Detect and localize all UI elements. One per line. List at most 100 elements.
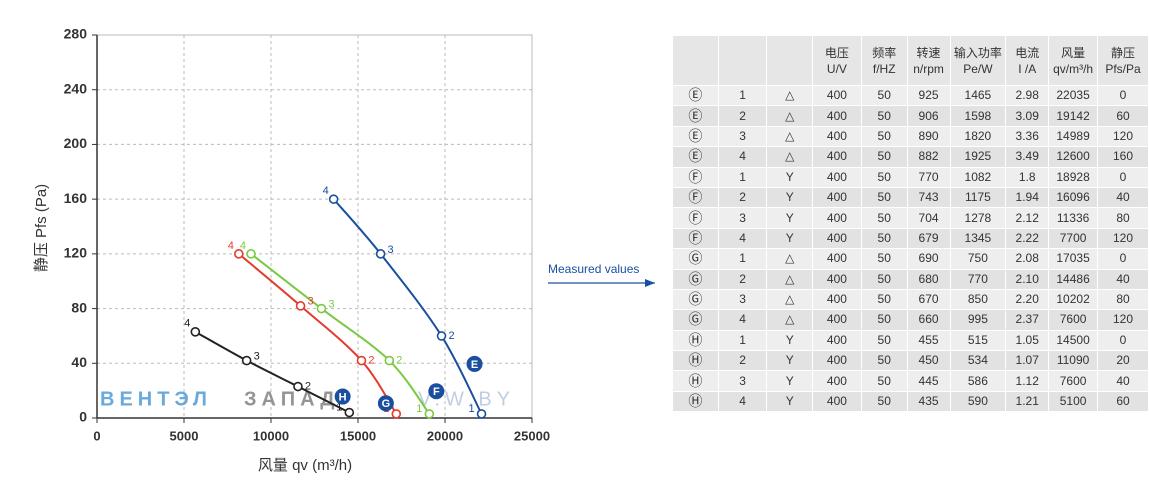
- table-cell: 50: [860, 370, 908, 392]
- table-cell: 770: [949, 268, 1007, 290]
- table-row: Ⓗ 2 Y 400 50 450 534 1.07 11090 20: [672, 350, 1149, 372]
- table-cell: 400: [812, 186, 862, 209]
- table-cell: 890: [906, 125, 951, 148]
- point-label: 4: [228, 240, 234, 252]
- header-unit: U/V: [826, 61, 847, 76]
- table-cell: 120: [1097, 125, 1149, 148]
- table-cell: 4: [717, 309, 768, 331]
- table-cell: 60: [1097, 390, 1149, 413]
- table-cell: 0: [1097, 248, 1149, 270]
- data-point: [316, 303, 327, 314]
- table-cell: 3.09: [1005, 105, 1050, 127]
- chart: 风量 qv (m³/h) 静压 Pfs (Pa) Measured values…: [33, 26, 655, 474]
- point-label: 1: [416, 403, 422, 415]
- point-label: 2: [368, 354, 374, 366]
- table-cell: △: [766, 105, 814, 127]
- table-cell: Y: [766, 166, 814, 188]
- y-tick-label: 160: [64, 190, 88, 206]
- header-title: 风量: [1061, 45, 1086, 60]
- table-cell: △: [766, 309, 814, 331]
- table-cell: 40: [1097, 268, 1149, 290]
- column-header: 静压 Pfs/Pa: [1097, 35, 1149, 86]
- table-cell: 2.98: [1005, 84, 1050, 107]
- series-badge: [334, 388, 351, 405]
- table-cell: 400: [812, 125, 862, 148]
- table-cell: 445: [906, 370, 951, 392]
- series-name: F: [433, 386, 440, 398]
- table-cell: 455: [906, 329, 951, 352]
- header-title: 电压: [824, 45, 849, 60]
- x-axis-label: 风量 qv (m³/h): [258, 457, 352, 474]
- table-cell: 995: [949, 309, 1007, 331]
- series-name: E: [471, 359, 478, 371]
- table-cell: 50: [860, 329, 908, 352]
- table-cell: 80: [1097, 288, 1149, 311]
- series-name: H: [339, 391, 347, 403]
- point-label: 1: [468, 403, 474, 415]
- table-cell: Y: [766, 186, 814, 209]
- column-header: 风量 qv/m³/h: [1048, 35, 1099, 86]
- table-cell: 16096: [1048, 186, 1099, 209]
- table-cell: 435: [906, 390, 951, 413]
- table-cell: 1: [717, 84, 768, 107]
- table-cell: 400: [812, 350, 862, 372]
- point-label: 4: [240, 240, 246, 252]
- model-cell: Ⓔ: [672, 84, 719, 107]
- table-cell: 50: [860, 84, 908, 107]
- header-title: 转速: [916, 45, 941, 60]
- data-point: [295, 301, 306, 311]
- table-cell: 2.08: [1005, 248, 1050, 270]
- series-badge: [377, 395, 394, 412]
- table-cell: 3.36: [1005, 125, 1050, 148]
- table-cell: 14500: [1048, 329, 1099, 352]
- table-cell: 7700: [1048, 227, 1099, 250]
- table-row: Ⓕ 3 Y 400 50 704 1278 2.12 11336 80: [672, 207, 1149, 229]
- header-unit: Pfs/Pa: [1105, 61, 1141, 76]
- model-cell: Ⓖ: [672, 288, 719, 311]
- data-point: [246, 249, 256, 259]
- table-cell: 10202: [1048, 288, 1099, 311]
- series-badge: [466, 355, 483, 372]
- header-title: 频率: [872, 45, 897, 60]
- data-point: [328, 194, 339, 204]
- table-cell: 660: [906, 309, 951, 331]
- data-point: [391, 409, 402, 419]
- point-label: 3: [254, 350, 260, 362]
- table-cell: 50: [860, 390, 908, 413]
- arrow-label: Measured values: [548, 262, 639, 276]
- table-cell: 1345: [949, 227, 1007, 250]
- point-label: 3: [328, 298, 334, 310]
- y-tick-label: 0: [79, 409, 87, 425]
- table-row: Ⓔ 3 △ 400 50 890 1820 3.36 14989 120: [672, 125, 1149, 148]
- table-cell: 400: [812, 390, 862, 413]
- table-cell: 2: [717, 105, 768, 127]
- table-cell: 3.49: [1005, 146, 1050, 168]
- table-cell: 50: [860, 207, 908, 229]
- series-name: G: [382, 398, 391, 410]
- table-cell: 50: [860, 309, 908, 331]
- table-cell: 14989: [1048, 125, 1099, 148]
- data-point: [384, 355, 395, 366]
- table-cell: 3: [717, 207, 768, 229]
- table-cell: 450: [906, 350, 951, 372]
- y-tick-label: 280: [64, 26, 88, 42]
- spec-table: 电压 U/V 频率 f/HZ 转速 n/rpm 输入功率 Pe/W 电流 I /A 风量 qv/m³/…: [672, 35, 1149, 413]
- model-cell: Ⓔ: [672, 105, 719, 127]
- table-cell: 1.05: [1005, 329, 1050, 352]
- table-row: Ⓕ 1 Y 400 50 770 1082 1.8 18928 0: [672, 166, 1149, 188]
- model-cell: Ⓖ: [672, 309, 719, 331]
- point-label: 2: [448, 330, 454, 342]
- table-cell: 18928: [1048, 166, 1099, 188]
- y-tick-label: 120: [64, 245, 88, 261]
- table-cell: 3: [717, 370, 768, 392]
- table-cell: 1: [717, 248, 768, 270]
- x-tick-label: 10000: [253, 428, 289, 443]
- table-row: Ⓕ 4 Y 400 50 679 1345 2.22 7700 120: [672, 227, 1149, 250]
- table-cell: △: [766, 268, 814, 290]
- table-cell: 2.12: [1005, 207, 1050, 229]
- table-cell: 1: [717, 329, 768, 352]
- table-cell: 20: [1097, 350, 1149, 372]
- y-tick-label: 200: [64, 135, 88, 151]
- table-cell: 534: [949, 350, 1007, 372]
- table-cell: 14486: [1048, 268, 1099, 290]
